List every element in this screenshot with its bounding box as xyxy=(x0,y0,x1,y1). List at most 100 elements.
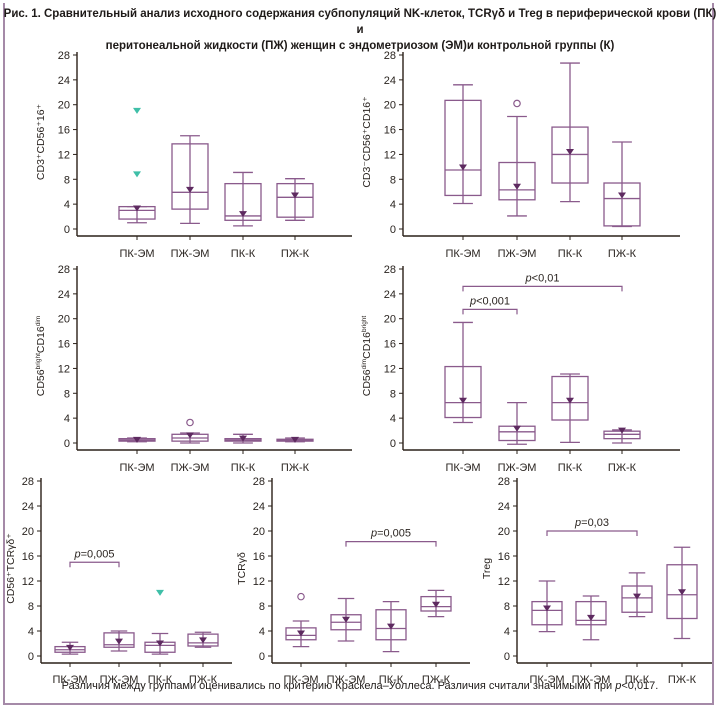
iqr-box xyxy=(444,99,482,197)
y-tick-label: 8 xyxy=(504,601,510,613)
x-category-label: ПЖ-К xyxy=(608,248,637,260)
box-1 xyxy=(118,436,156,443)
y-tick-label: 20 xyxy=(58,314,70,326)
y-tick-label: 28 xyxy=(384,50,396,62)
y-tick-label: 4 xyxy=(259,626,265,638)
mean-marker xyxy=(199,637,207,644)
mean-marker xyxy=(459,164,467,171)
mean-marker xyxy=(513,183,521,190)
chart-panel-tcrgd: 0 4 8 12 16 20 24 28 TCRγδ ПК-ЭМ ПЖ-ЭМ ПК-К ПЖ-К p=0,… xyxy=(236,476,470,686)
box-4 xyxy=(420,589,452,618)
y-tick-label: 24 xyxy=(58,75,70,87)
box-2 xyxy=(171,135,209,225)
iqr-box xyxy=(551,375,589,421)
box-2 xyxy=(330,597,362,642)
y-tick-label: 20 xyxy=(22,526,34,538)
y-tick-label: 12 xyxy=(58,149,70,161)
box-1 xyxy=(531,580,563,633)
box-1 xyxy=(444,321,482,424)
box-4 xyxy=(603,141,641,228)
p-value: <0,001 xyxy=(476,295,510,307)
y-tick-label: 28 xyxy=(22,476,34,488)
iqr-box xyxy=(531,600,563,626)
mean-marker xyxy=(618,427,626,434)
mean-marker xyxy=(543,605,551,612)
iqr-box xyxy=(420,595,452,612)
footnote-p: p xyxy=(615,680,622,692)
y-tick-label: 24 xyxy=(253,501,265,513)
figure-frame xyxy=(3,3,714,705)
y-tick-label: 8 xyxy=(64,174,70,186)
mean-marker xyxy=(156,640,164,647)
footnote-text: Различия между группами оценивались по к… xyxy=(61,680,616,692)
significance-bracket xyxy=(69,561,120,568)
iqr-box xyxy=(276,182,314,218)
figure-footnote: Различия между группами оценивались по к… xyxy=(0,680,720,692)
y-tick-label: 24 xyxy=(384,289,396,301)
p-value: =0,005 xyxy=(377,528,411,540)
box-3 xyxy=(551,62,589,203)
y-tick-label: 12 xyxy=(384,363,396,375)
y-tick-label: 8 xyxy=(259,601,265,613)
iqr-box xyxy=(375,609,407,641)
y-axis-label-part: CD16 xyxy=(35,326,47,353)
y-axis-label-part: CD56 xyxy=(35,369,47,396)
y-tick-label: 0 xyxy=(28,651,34,663)
mean-marker xyxy=(133,205,141,212)
x-category-label: ПЖ-К xyxy=(281,248,310,260)
box-2 xyxy=(575,595,607,641)
iqr-box xyxy=(285,627,317,641)
y-tick-label: 16 xyxy=(253,551,265,563)
x-category-label: ПЖ-ЭМ xyxy=(171,248,210,260)
x-category-label: ПЖ-К xyxy=(668,674,697,686)
x-category-label: ПЖ-К xyxy=(422,674,451,686)
significance-bracket xyxy=(345,541,437,547)
x-category-label: ПЖ-ЭМ xyxy=(171,462,210,474)
mean-marker xyxy=(186,432,194,439)
y-tick-label: 28 xyxy=(498,476,510,488)
iqr-box xyxy=(187,633,219,647)
box-2 xyxy=(498,401,536,445)
y-tick-label: 16 xyxy=(384,125,396,137)
y-axis-label-part: CD16 xyxy=(361,332,373,359)
y-axis-label: Treg xyxy=(481,558,493,579)
box-1 xyxy=(285,592,317,648)
y-axis-label: TCRγδ xyxy=(236,552,248,585)
y-tick-label: 12 xyxy=(22,576,34,588)
figure-title-line-1: Рис. 1. Сравнительный анализ исходного с… xyxy=(3,8,717,36)
significance-bracket xyxy=(462,308,518,315)
box-3 xyxy=(375,600,407,653)
outlier-point xyxy=(297,592,305,601)
y-axis-label-superscript: bright xyxy=(35,353,42,369)
box-3 xyxy=(621,572,653,618)
x-category-label: ПК-ЭМ xyxy=(445,248,480,260)
mean-marker xyxy=(566,397,574,404)
y-tick-label: 0 xyxy=(390,224,396,236)
mean-marker xyxy=(297,630,305,637)
box-3 xyxy=(551,373,589,444)
box-1 xyxy=(54,641,86,655)
x-category-label: ПК-К xyxy=(558,462,583,474)
y-axis-label: CD56⁺TCRγδ⁺ xyxy=(5,533,17,604)
mean-marker xyxy=(342,616,350,623)
y-tick-label: 20 xyxy=(253,526,265,538)
y-axis-label-part: CD56 xyxy=(361,369,373,396)
footnote-threshold: <0,017. xyxy=(621,680,659,692)
p-symbol: p xyxy=(469,295,476,307)
y-axis-label-superscript: dim xyxy=(361,359,368,369)
box-4 xyxy=(666,546,698,640)
iqr-box xyxy=(621,585,653,613)
y-tick-label: 24 xyxy=(58,289,70,301)
y-tick-label: 16 xyxy=(22,551,34,563)
chart-panel-cd3neg-cd56-16: 0 4 8 12 16 20 24 28 CD3⁻CD56⁺CD16⁺ ПК-ЭМ ПЖ-ЭМ ПК-… xyxy=(361,50,680,260)
chart-panel-cd56-tcrgd: 0 4 8 12 16 20 24 28 CD56⁺TCRγδ⁺ ПК-ЭМ ПЖ-ЭМ ПК-К ПЖ… xyxy=(5,476,232,686)
mean-marker xyxy=(633,593,641,600)
x-category-label: ПЖ-ЭМ xyxy=(327,674,366,686)
y-axis-label: CD56dimCD16bright xyxy=(361,316,373,397)
p-value: =0,005 xyxy=(81,548,115,560)
y-tick-label: 0 xyxy=(259,651,265,663)
significance-bracket xyxy=(546,530,638,536)
iqr-box xyxy=(224,182,262,221)
extreme-point xyxy=(156,589,164,596)
outlier-point xyxy=(513,99,521,108)
